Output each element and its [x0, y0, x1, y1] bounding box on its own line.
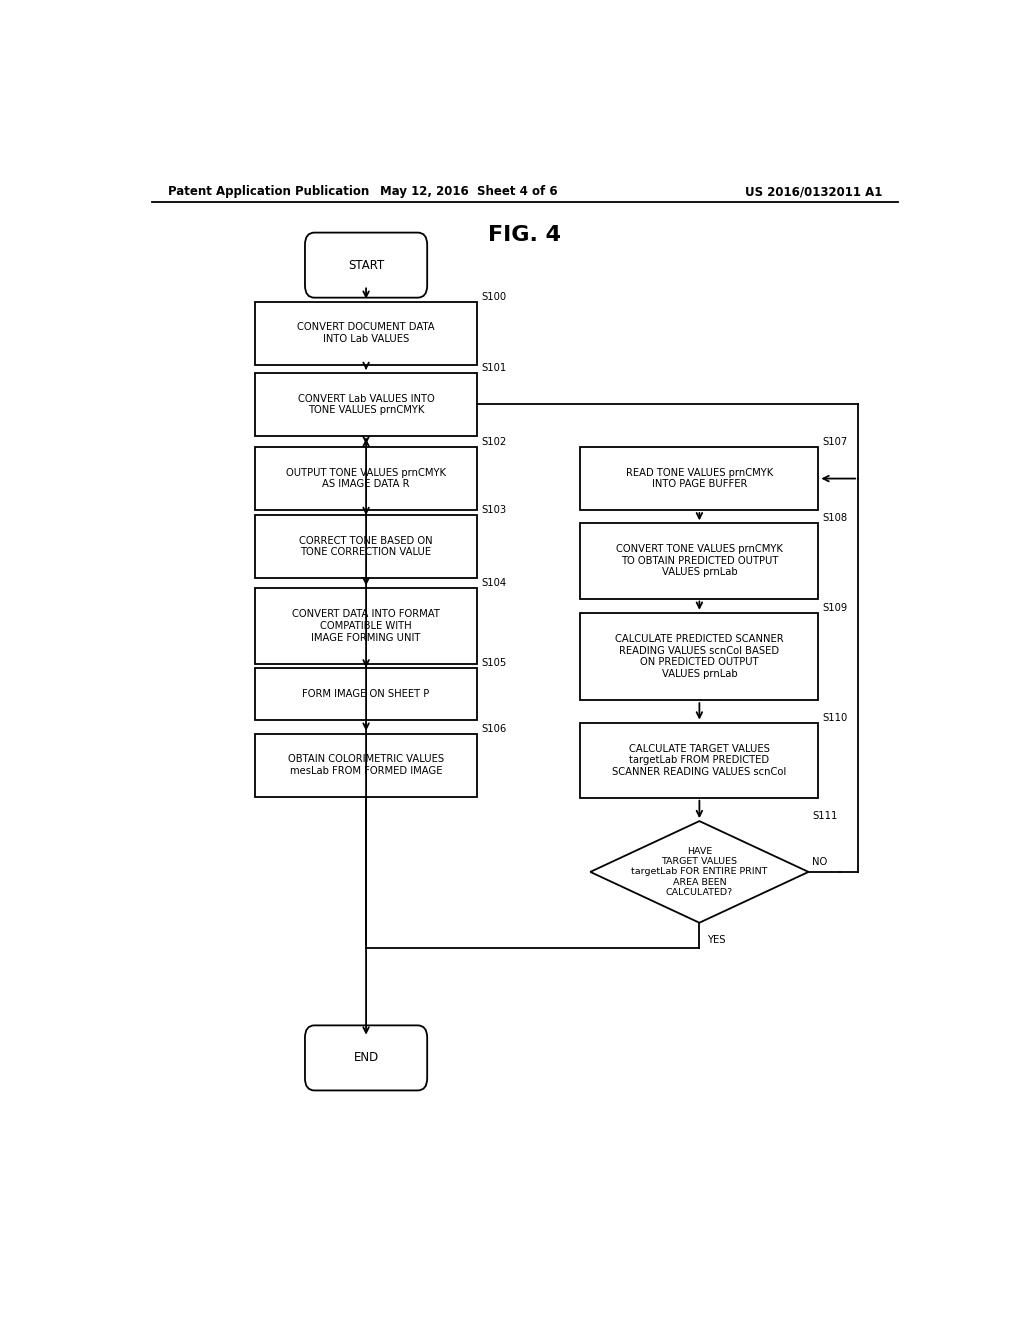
Text: CONVERT TONE VALUES prnCMYK
TO OBTAIN PREDICTED OUTPUT
VALUES prnLab: CONVERT TONE VALUES prnCMYK TO OBTAIN PR…	[616, 544, 782, 577]
Text: Patent Application Publication: Patent Application Publication	[168, 185, 369, 198]
Text: FIG. 4: FIG. 4	[488, 224, 561, 244]
Text: S107: S107	[822, 437, 848, 447]
FancyBboxPatch shape	[255, 515, 477, 578]
Text: CORRECT TONE BASED ON
TONE CORRECTION VALUE: CORRECT TONE BASED ON TONE CORRECTION VA…	[299, 536, 433, 557]
Text: S104: S104	[481, 578, 506, 589]
Text: S103: S103	[481, 506, 506, 515]
Text: NO: NO	[812, 857, 827, 867]
Text: S111: S111	[812, 810, 838, 821]
FancyBboxPatch shape	[581, 523, 818, 598]
FancyBboxPatch shape	[581, 722, 818, 797]
Text: OBTAIN COLORIMETRIC VALUES
mesLab FROM FORMED IMAGE: OBTAIN COLORIMETRIC VALUES mesLab FROM F…	[288, 755, 444, 776]
Text: CONVERT DOCUMENT DATA
INTO Lab VALUES: CONVERT DOCUMENT DATA INTO Lab VALUES	[297, 322, 435, 345]
Text: START: START	[348, 259, 384, 272]
Polygon shape	[590, 821, 809, 923]
Text: S106: S106	[481, 723, 507, 734]
Text: S101: S101	[481, 363, 507, 372]
FancyBboxPatch shape	[581, 447, 818, 510]
Text: END: END	[353, 1052, 379, 1064]
FancyBboxPatch shape	[255, 447, 477, 510]
Text: YES: YES	[708, 935, 726, 945]
FancyBboxPatch shape	[255, 302, 477, 364]
Text: CALCULATE TARGET VALUES
targetLab FROM PREDICTED
SCANNER READING VALUES scnCol: CALCULATE TARGET VALUES targetLab FROM P…	[612, 743, 786, 776]
Text: HAVE
TARGET VALUES
targetLab FOR ENTIRE PRINT
AREA BEEN
CALCULATED?: HAVE TARGET VALUES targetLab FOR ENTIRE …	[631, 846, 768, 898]
Text: READ TONE VALUES prnCMYK
INTO PAGE BUFFER: READ TONE VALUES prnCMYK INTO PAGE BUFFE…	[626, 467, 773, 490]
Text: May 12, 2016  Sheet 4 of 6: May 12, 2016 Sheet 4 of 6	[381, 185, 558, 198]
FancyBboxPatch shape	[255, 589, 477, 664]
Text: S102: S102	[481, 437, 507, 447]
FancyBboxPatch shape	[581, 612, 818, 700]
FancyBboxPatch shape	[255, 734, 477, 797]
Text: CONVERT Lab VALUES INTO
TONE VALUES prnCMYK: CONVERT Lab VALUES INTO TONE VALUES prnC…	[298, 393, 434, 416]
Text: US 2016/0132011 A1: US 2016/0132011 A1	[744, 185, 882, 198]
FancyBboxPatch shape	[255, 668, 477, 721]
Text: CALCULATE PREDICTED SCANNER
READING VALUES scnCol BASED
ON PREDICTED OUTPUT
VALU: CALCULATE PREDICTED SCANNER READING VALU…	[615, 634, 783, 678]
Text: CONVERT DATA INTO FORMAT
COMPATIBLE WITH
IMAGE FORMING UNIT: CONVERT DATA INTO FORMAT COMPATIBLE WITH…	[292, 610, 440, 643]
Text: FORM IMAGE ON SHEET P: FORM IMAGE ON SHEET P	[302, 689, 430, 700]
Text: S108: S108	[822, 513, 848, 523]
Text: S109: S109	[822, 603, 848, 612]
FancyBboxPatch shape	[305, 1026, 427, 1090]
Text: S100: S100	[481, 292, 506, 302]
Text: S110: S110	[822, 713, 848, 722]
FancyBboxPatch shape	[305, 232, 427, 297]
FancyBboxPatch shape	[255, 372, 477, 436]
Text: S105: S105	[481, 657, 507, 668]
Text: OUTPUT TONE VALUES prnCMYK
AS IMAGE DATA R: OUTPUT TONE VALUES prnCMYK AS IMAGE DATA…	[286, 467, 446, 490]
